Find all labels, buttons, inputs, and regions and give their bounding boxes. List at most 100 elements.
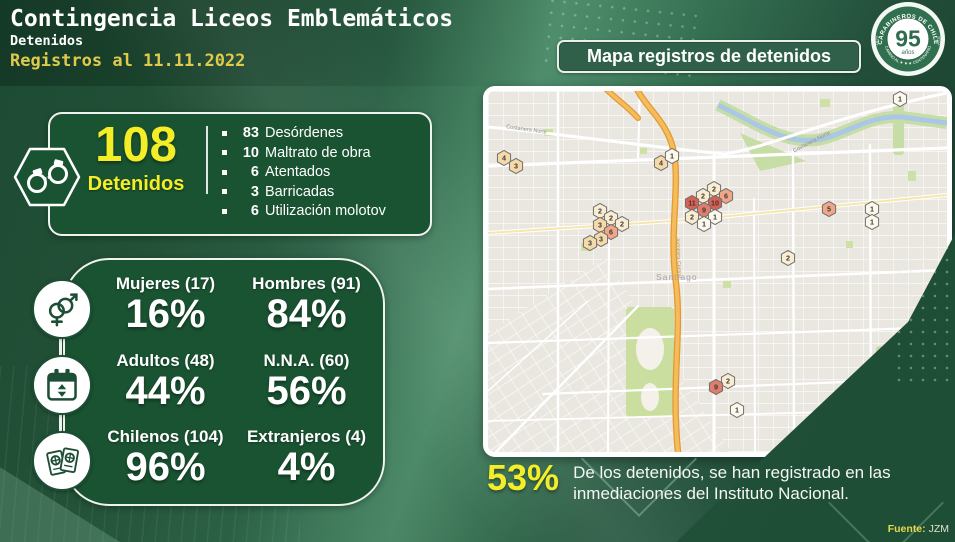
road-label-costanera: Costanera Norte bbox=[506, 124, 547, 136]
map-marker-count: 3 bbox=[514, 162, 518, 171]
map-marker-hex[interactable]: 1 bbox=[707, 208, 723, 226]
map-button-label: Mapa registros de detenidos bbox=[586, 46, 832, 66]
map-marker-hex[interactable]: 2 bbox=[684, 208, 700, 226]
map-marker-count: 3 bbox=[599, 235, 603, 244]
page-title: Contingencia Liceos Emblemáticos bbox=[10, 6, 454, 32]
highlight-row: 53% De los detenidos, se han registrado … bbox=[487, 460, 932, 505]
map-marker-count: 1 bbox=[870, 205, 874, 214]
demographics-grid: Mujeres (17) 16% Hombres (91) 84% Adulto… bbox=[95, 268, 377, 498]
map-marker-count: 6 bbox=[609, 228, 613, 237]
total-detained-label: Detenidos bbox=[87, 173, 185, 195]
map-marker-count: 2 bbox=[712, 185, 716, 194]
logo-year-left: 1927 bbox=[874, 35, 881, 46]
handcuffs-icon bbox=[13, 147, 81, 207]
map-marker-count: 1 bbox=[735, 406, 739, 415]
map-marker-hex[interactable]: 5 bbox=[821, 200, 837, 218]
source-label: Fuente: bbox=[887, 523, 926, 535]
stat-label: Adultos (48) bbox=[116, 350, 215, 370]
map-marker-hex[interactable]: 4 bbox=[496, 149, 512, 167]
breakdown-value: 83 bbox=[242, 125, 259, 141]
stat-mujeres: Mujeres (17) 16% bbox=[95, 268, 236, 345]
page-subtitle: Detenidos bbox=[10, 33, 84, 50]
map-marker-count: 1 bbox=[870, 218, 874, 227]
map-marker-hex[interactable]: 2 bbox=[780, 249, 796, 267]
detained-panel: 108 Detenidos 83 Desórdenes 10 Maltrato de… bbox=[13, 112, 432, 236]
logo-inner-circle bbox=[886, 17, 930, 61]
map-marker-hex[interactable]: 1 bbox=[696, 215, 712, 233]
source-value: JZM bbox=[928, 523, 949, 535]
bullet-square-icon bbox=[222, 208, 227, 214]
stat-percentage: 84% bbox=[266, 292, 347, 336]
breakdown-value: 6 bbox=[250, 164, 259, 180]
map-marker-count: 6 bbox=[724, 192, 728, 201]
stat-label: Chilenos (104) bbox=[107, 427, 224, 447]
map-marker-count: 2 bbox=[701, 192, 705, 201]
map-marker-hex[interactable]: 1 bbox=[664, 147, 680, 165]
total-detained-count: 108 bbox=[95, 118, 177, 172]
bullet-square-icon bbox=[222, 189, 227, 194]
map-marker-hex[interactable]: 3 bbox=[593, 230, 609, 248]
list-item: 10 Maltrato de obra bbox=[222, 145, 386, 161]
map-marker-count: 2 bbox=[786, 254, 790, 263]
stat-label: Mujeres (17) bbox=[115, 274, 216, 293]
map-marker-hex[interactable]: 2 bbox=[614, 215, 630, 233]
breakdown-value: 10 bbox=[242, 144, 259, 161]
highlight-percentage: 53% bbox=[487, 457, 560, 498]
carabineros-95-logo: CARABINEROS DE CHILE CAMINO AL ★ ★ ★ CEN… bbox=[866, 0, 950, 78]
map-marker-count: 4 bbox=[502, 154, 506, 163]
stat-nna: N.N.A. (60) 56% bbox=[236, 345, 377, 422]
map-marker-count: 2 bbox=[726, 377, 730, 386]
map-marker-count: 9 bbox=[714, 383, 718, 392]
breakdown-label: Desórdenes bbox=[265, 125, 344, 141]
breakdown-value: 6 bbox=[250, 203, 259, 219]
map-marker-count: 2 bbox=[609, 214, 613, 223]
map-marker-hex[interactable]: 3 bbox=[582, 234, 598, 252]
map-marker-count: 2 bbox=[690, 213, 694, 222]
breakdown-label: Barricadas bbox=[265, 183, 335, 200]
map-marker-count: 5 bbox=[827, 205, 831, 214]
map-marker-count: 4 bbox=[659, 159, 663, 168]
highlight-text: De los detenidos, se han registrado en l… bbox=[573, 463, 891, 504]
map-marker-hex[interactable]: 1 bbox=[892, 91, 908, 108]
map-marker-count: 10 bbox=[711, 199, 719, 208]
stat-percentage: 4% bbox=[277, 445, 336, 490]
stat-percentage: 44% bbox=[125, 368, 206, 413]
stat-hombres: Hombres (91) 84% bbox=[236, 268, 377, 345]
bullet-square-icon bbox=[222, 130, 227, 136]
stat-percentage: 16% bbox=[125, 292, 206, 336]
stat-label: Extranjeros (4) bbox=[246, 427, 367, 447]
map-marker-count: 3 bbox=[598, 221, 602, 230]
map-marker-hex[interactable]: 1 bbox=[864, 213, 880, 231]
map-marker-count: 1 bbox=[713, 213, 717, 222]
map-registros-button[interactable]: Mapa registros de detenidos bbox=[557, 40, 861, 73]
map-marker-hex[interactable]: 11 bbox=[684, 194, 700, 212]
map-river bbox=[716, 102, 947, 143]
breakdown-label: Utilización molotov bbox=[265, 203, 386, 219]
map-marker-hex[interactable]: 6 bbox=[718, 187, 734, 205]
city-label: Santiago bbox=[656, 272, 698, 282]
header: Contingencia Liceos Emblemáticos Detenid… bbox=[10, 6, 453, 71]
map-marker-count: 2 bbox=[620, 220, 624, 229]
map-marker-hex[interactable]: 3 bbox=[508, 157, 524, 175]
map-marker-count: 2 bbox=[598, 207, 602, 216]
breakdown-value: 3 bbox=[250, 183, 259, 200]
breakdown-label: Maltrato de obra bbox=[265, 144, 371, 161]
source-credit: Fuente: JZM bbox=[888, 523, 949, 535]
detainees-map-frame: Costanera Norte Costanera Norte Autopist… bbox=[483, 86, 952, 457]
stat-chilenos: Chilenos (104) 96% bbox=[95, 421, 236, 498]
map-marker-hex[interactable]: 1 bbox=[729, 401, 745, 419]
map-marker-count: 1 bbox=[670, 152, 674, 161]
breakdown-label: Atentados bbox=[265, 164, 331, 180]
map-marker-hex[interactable]: 2 bbox=[720, 372, 736, 390]
map-marker-hex[interactable]: 9 bbox=[708, 378, 724, 396]
gender-icon bbox=[32, 279, 92, 339]
breakdown-list: 83 Desórdenes 10 Maltrato de obra 6 Atentad… bbox=[222, 125, 386, 234]
calendar-icon bbox=[32, 355, 92, 415]
map-marker-count: 3 bbox=[588, 239, 592, 248]
map-marker-count: 11 bbox=[688, 199, 696, 208]
date-line: Registros al 11.11.2022 bbox=[10, 51, 246, 72]
total-column: 108 Detenidos bbox=[80, 114, 192, 234]
vertical-divider bbox=[206, 126, 208, 194]
